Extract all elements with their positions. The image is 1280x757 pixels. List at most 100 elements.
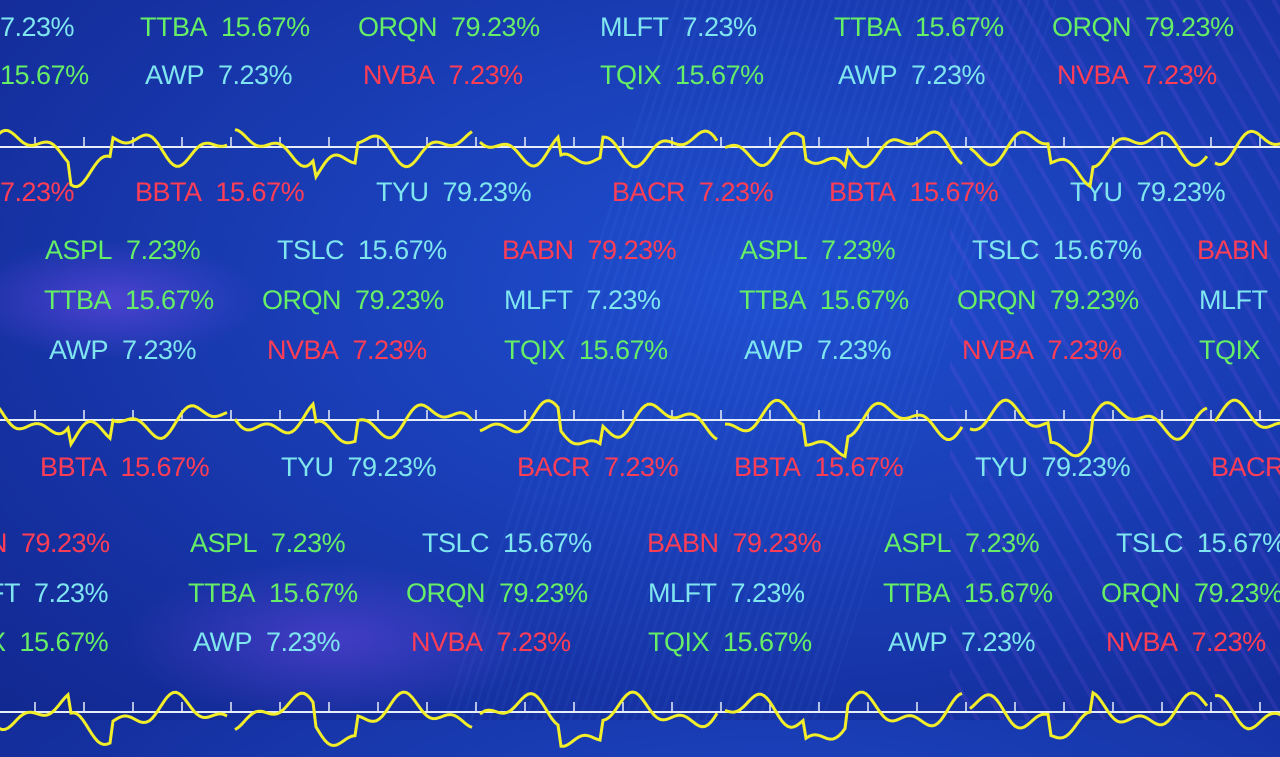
- ticker-symbol: TTBA: [188, 578, 256, 608]
- ticker-symbol: AWP: [888, 627, 948, 657]
- ticker-percent: 15.67%: [125, 285, 214, 315]
- ticker-item: BABN 79.23%: [647, 528, 822, 559]
- ticker-symbol: ORQN: [262, 285, 342, 315]
- line-chart: [0, 667, 1280, 757]
- ticker-item: ASPL 7.23%: [884, 528, 1040, 559]
- ticker-symbol: TYU: [1070, 177, 1123, 207]
- price-line: [725, 398, 964, 459]
- ticker-symbol: MLFT: [1199, 285, 1268, 315]
- ticker-percent: 79.23%: [1136, 177, 1226, 207]
- ticker-item: ORQN 79.23%: [406, 578, 588, 609]
- ticker-item: TYU 79.23%: [281, 452, 437, 483]
- ticker-item: TTBA 15.67%: [739, 285, 909, 316]
- ticker-percent: 15.67%: [358, 235, 447, 265]
- ticker-symbol: NVBA: [267, 335, 339, 365]
- ticker-percent: 7.23%: [730, 578, 806, 608]
- ticker-percent: 15.67%: [0, 60, 89, 90]
- ticker-item: TTBA 15.67%: [188, 578, 358, 609]
- ticker-percent: 15.67%: [215, 177, 305, 207]
- ticker-percent: 15.67%: [915, 12, 1004, 42]
- ticker-item: NVBA 7.23%: [363, 60, 523, 91]
- ticker-item: TQIX 15.67%: [600, 60, 764, 91]
- ticker-item: ASPL 7.23%: [45, 235, 201, 266]
- ticker-symbol: ASPL: [190, 528, 258, 558]
- ticker-percent: 79.23%: [1041, 452, 1131, 482]
- ticker-item: ASPL 7.23%: [740, 235, 896, 266]
- ticker-symbol: AWP: [744, 335, 804, 365]
- price-line: [234, 690, 473, 748]
- ticker-symbol: TYU: [975, 452, 1028, 482]
- ticker-symbol: TSLC: [972, 235, 1040, 265]
- ticker-item: 7.23%: [0, 12, 75, 43]
- ticker-item: MLFT 7.23%: [600, 12, 757, 43]
- ticker-symbol: BBTA: [135, 177, 202, 207]
- ticker-symbol: AWP: [838, 60, 898, 90]
- ticker-percent: 7.23%: [34, 578, 109, 608]
- ticker-symbol: ORQN: [957, 285, 1037, 315]
- ticker-item: FT 7.23%: [0, 578, 109, 609]
- ticker-percent: 7.23%: [496, 627, 572, 657]
- ticker-percent: 7.23%: [965, 528, 1040, 558]
- ticker-item: NVBA 7.23%: [267, 335, 427, 366]
- ticker-symbol: ASPL: [884, 528, 952, 558]
- ticker-symbol: BABN: [647, 528, 719, 558]
- ticker-symbol: BABN: [1197, 235, 1269, 265]
- ticker-item: TTBA 15.67%: [140, 12, 310, 43]
- ticker-symbol: TQIX: [1199, 335, 1261, 365]
- ticker-item: AWP 7.23%: [744, 335, 892, 366]
- ticker-item: BACR: [1211, 452, 1280, 483]
- ticker-percent: 79.23%: [442, 177, 532, 207]
- ticker-item: BBTA 15.67%: [829, 177, 999, 208]
- ticker-item: NVBA 7.23%: [1057, 60, 1217, 91]
- ticker-percent: 79.23%: [1050, 285, 1139, 315]
- ticker-item: TQIX 15.67%: [504, 335, 668, 366]
- ticker-item: TSLC 15.67%: [972, 235, 1142, 266]
- ticker-percent: 7.23%: [1047, 335, 1123, 365]
- ticker-percent: 79.23%: [1145, 12, 1234, 42]
- ticker-item: BBTA 15.67%: [135, 177, 305, 208]
- ticker-percent: 15.67%: [579, 335, 668, 365]
- ticker-percent: 79.23%: [355, 285, 444, 315]
- ticker-item: TYU 79.23%: [1070, 177, 1226, 208]
- ticker-symbol: TTBA: [140, 12, 208, 42]
- ticker-percent: 7.23%: [911, 60, 986, 90]
- ticker-item: BACR 7.23%: [612, 177, 774, 208]
- ticker-item: AWP 7.23%: [193, 627, 341, 658]
- ticker-percent: 7.23%: [0, 12, 75, 42]
- ticker-symbol: TTBA: [883, 578, 951, 608]
- ticker-item: TTBA 15.67%: [883, 578, 1053, 609]
- ticker-percent: 79.23%: [732, 528, 822, 558]
- ticker-percent: 15.67%: [814, 452, 904, 482]
- ticker-symbol: ORQN: [1101, 578, 1181, 608]
- ticker-symbol: TSLC: [422, 528, 490, 558]
- ticker-symbol: AWP: [193, 627, 253, 657]
- ticker-item: N 79.23%: [0, 528, 110, 559]
- ticker-item: BBTA 15.67%: [734, 452, 904, 483]
- price-line: [1213, 398, 1280, 429]
- price-line: [969, 398, 1208, 458]
- ticker-percent: 15.67%: [120, 452, 210, 482]
- price-line: [1214, 129, 1280, 167]
- ticker-symbol: AWP: [145, 60, 205, 90]
- price-line: [479, 399, 718, 447]
- ticker-item: BABN 79.23%: [502, 235, 677, 266]
- ticker-symbol: TQIX: [600, 60, 662, 90]
- ticker-percent: 7.23%: [604, 452, 679, 482]
- price-line: [969, 130, 1209, 189]
- ticker-item: BACR 7.23%: [517, 452, 679, 483]
- ticker-item: ORQN 79.23%: [957, 285, 1139, 316]
- ticker-symbol: TSLC: [277, 235, 345, 265]
- ticker-symbol: ORQN: [1052, 12, 1132, 42]
- ticker-symbol: TQIX: [504, 335, 566, 365]
- line-chart: [0, 375, 1280, 465]
- ticker-percent: 15.67%: [723, 627, 812, 657]
- ticker-symbol: N: [0, 528, 8, 559]
- ticker-item: TYU 79.23%: [376, 177, 532, 208]
- ticker-percent: 15.67%: [221, 12, 310, 42]
- ticker-item: ASPL 7.23%: [190, 528, 346, 559]
- ticker-symbol: X: [0, 627, 6, 658]
- ticker-symbol: AWP: [49, 335, 109, 365]
- ticker-percent: 79.23%: [1194, 578, 1280, 608]
- ticker-item: NVBA 7.23%: [962, 335, 1122, 366]
- ticker-item: AWP 7.23%: [838, 60, 986, 91]
